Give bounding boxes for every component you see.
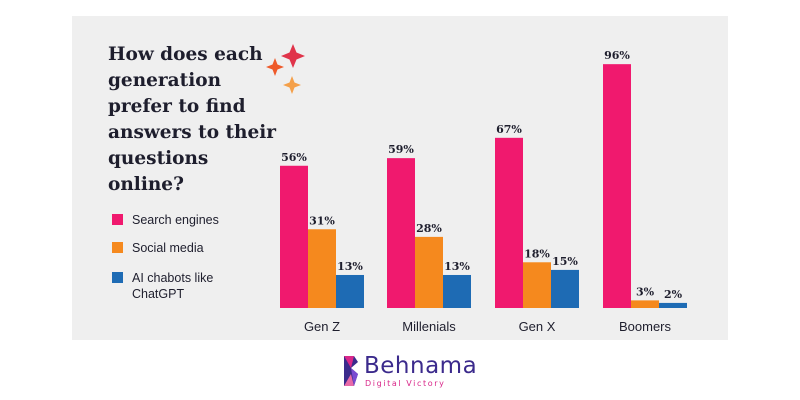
x-tick-label: Millenials bbox=[402, 319, 456, 334]
bar-search-engines-gen-z bbox=[280, 165, 308, 308]
legend-swatch-social-media bbox=[112, 242, 123, 253]
legend-swatch-ai-chatbots bbox=[112, 272, 123, 283]
bar-value-label: 13% bbox=[444, 260, 470, 273]
bar-value-label: 2% bbox=[664, 288, 683, 301]
legend-item-search-engines: Search engines bbox=[112, 212, 262, 228]
bar-value-label: 15% bbox=[552, 255, 578, 268]
bar-social-media-millenials bbox=[415, 236, 443, 308]
bar-value-label: 18% bbox=[524, 247, 550, 260]
logo-mark-icon bbox=[344, 356, 358, 386]
x-tick-label: Boomers bbox=[619, 319, 672, 334]
bar-search-engines-gen-x bbox=[495, 137, 523, 308]
bar-ai-chabots-like-chatgpt-gen-x bbox=[551, 269, 579, 308]
legend-label: Social media bbox=[132, 241, 204, 255]
bar-ai-chabots-like-chatgpt-boomers bbox=[659, 302, 687, 308]
chart-title: How does each generation prefer to find … bbox=[108, 44, 277, 195]
bar-value-label: 59% bbox=[388, 143, 414, 156]
bar-ai-chabots-like-chatgpt-gen-z bbox=[336, 274, 364, 308]
legend-label: AI chabots like ChatGPT bbox=[132, 271, 214, 301]
bar-value-label: 3% bbox=[636, 285, 655, 298]
bar-value-label: 13% bbox=[337, 260, 363, 273]
x-tick-label: Gen Z bbox=[304, 319, 340, 334]
sparkle-icon-small bbox=[283, 76, 301, 94]
bar-social-media-gen-z bbox=[308, 229, 336, 308]
bar-social-media-boomers bbox=[631, 300, 659, 308]
bar-value-label: 56% bbox=[281, 151, 307, 164]
legend-swatch-search-engines bbox=[112, 214, 123, 225]
logo-name: Behnama bbox=[364, 353, 478, 379]
bar-value-label: 28% bbox=[416, 222, 442, 235]
bar-value-label: 67% bbox=[496, 123, 522, 136]
bar-value-label: 31% bbox=[309, 214, 335, 227]
bar-search-engines-millenials bbox=[387, 158, 415, 308]
brand-logo: Behnama Digital Victory bbox=[342, 353, 477, 390]
sparkle-icon-left bbox=[266, 58, 284, 76]
legend-label: Search engines bbox=[132, 213, 219, 227]
sparkle-icon bbox=[266, 44, 305, 94]
chart-legend: Search engines Social media AI chabots l… bbox=[112, 212, 262, 314]
sparkle-icon-large bbox=[281, 44, 305, 68]
bar-ai-chabots-like-chatgpt-millenials bbox=[443, 274, 471, 308]
logo-tagline: Digital Victory bbox=[365, 379, 446, 388]
legend-item-ai-chatbots: AI chabots like ChatGPT bbox=[112, 270, 252, 302]
bar-search-engines-boomers bbox=[603, 64, 631, 308]
x-tick-label: Gen X bbox=[519, 319, 556, 334]
bar-value-label: 96% bbox=[604, 49, 630, 62]
bar-social-media-gen-x bbox=[523, 262, 551, 308]
legend-item-social-media: Social media bbox=[112, 240, 262, 256]
